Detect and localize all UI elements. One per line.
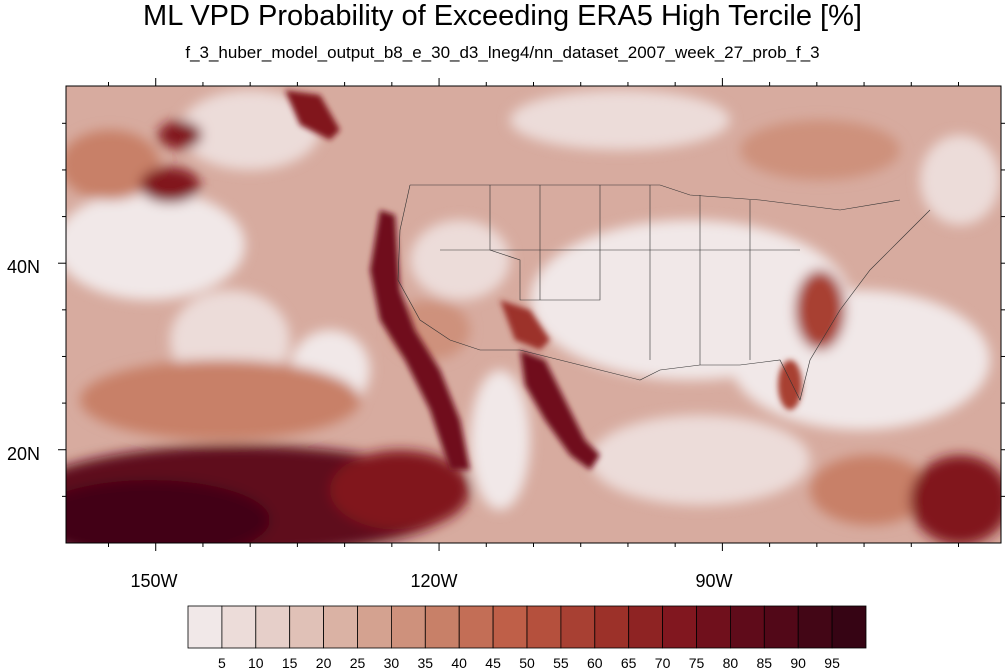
colorbar-box <box>560 605 596 649</box>
colorbar-box <box>255 605 291 649</box>
boundary-lines <box>397 184 931 401</box>
light-region <box>920 135 1000 225</box>
gulf-dark-band <box>520 350 600 470</box>
light-region <box>510 90 730 150</box>
colorbar-box <box>187 605 223 649</box>
colorbar-box <box>289 605 325 649</box>
colorbar-box <box>628 605 664 649</box>
dark-region <box>66 480 270 543</box>
land-light-region <box>530 220 850 380</box>
colorbar-label: 5 <box>217 655 226 671</box>
colorbar-box <box>662 605 697 649</box>
florida-dark-spot <box>778 360 802 410</box>
dark-region <box>795 270 845 350</box>
colorbar-label: 10 <box>248 655 264 671</box>
lat-label-20n: 20N <box>6 444 40 464</box>
dark-region <box>140 167 200 203</box>
colorbar-box <box>424 605 460 649</box>
colorbar-box <box>526 605 562 649</box>
inland-dark-band <box>500 300 550 350</box>
lat-label-40n: 40N <box>6 257 40 277</box>
colorbar-label: 50 <box>519 655 535 671</box>
lon-label-120w: 120W <box>410 571 458 591</box>
colorbar-boxes <box>187 605 867 649</box>
light-region <box>470 370 530 510</box>
medium-region <box>80 360 360 440</box>
medium-region <box>740 120 900 180</box>
colorbar-box <box>696 605 731 649</box>
colorbar-box <box>763 605 799 649</box>
colorbar-label: 55 <box>553 655 569 671</box>
map-title: ML VPD Probability of Exceeding ERA5 Hig… <box>143 0 862 32</box>
colorbar-box <box>357 605 392 649</box>
land-light-region <box>410 220 510 300</box>
colorbar-label: 95 <box>824 655 840 671</box>
colorbar-box <box>323 605 358 649</box>
colorbar-label: 15 <box>281 655 298 671</box>
lon-label-90w: 90W <box>695 571 733 591</box>
colorbar-box <box>831 605 867 649</box>
colorbar-label: 40 <box>451 655 467 671</box>
us-coastline <box>397 184 931 401</box>
light-region <box>66 190 245 300</box>
colorbar-label: 80 <box>722 655 739 671</box>
colorbar-label: 35 <box>417 655 434 671</box>
us-canada-border <box>410 184 901 211</box>
colorbar-label: 30 <box>383 655 400 671</box>
colorbar-label: 85 <box>756 655 773 671</box>
dark-region <box>910 455 1001 543</box>
colorbar-box <box>730 605 765 649</box>
coastal-dark-band <box>370 210 470 470</box>
colorbar-box <box>390 605 426 649</box>
colorbar-box <box>594 605 630 649</box>
dark-region <box>158 121 202 149</box>
colorbar-label: 45 <box>485 655 501 671</box>
colorbar-box <box>492 605 528 649</box>
colorbar-label: 25 <box>349 655 366 671</box>
colorbar-box <box>458 605 494 649</box>
axis-ticks <box>58 78 1005 551</box>
light-region <box>180 90 320 170</box>
map-field <box>66 86 1001 543</box>
colorbar-box <box>221 605 257 649</box>
alaska-dark-band <box>285 90 340 140</box>
light-region <box>590 415 810 505</box>
lon-label-150w: 150W <box>130 571 178 591</box>
map-subtitle: f_3_huber_model_output_b8_e_30_d3_lneg4/… <box>185 43 820 62</box>
colorbar-label: 90 <box>790 655 806 671</box>
dark-region <box>330 450 470 530</box>
colorbar-label: 60 <box>587 655 603 671</box>
colorbar-label: 75 <box>688 655 705 671</box>
colorbar-label: 65 <box>620 655 637 671</box>
colorbar-label: 20 <box>315 655 332 671</box>
medium-region <box>810 455 930 525</box>
colorbar-label: 70 <box>654 655 671 671</box>
colorbar-box <box>797 605 833 649</box>
medium-region <box>66 130 160 200</box>
